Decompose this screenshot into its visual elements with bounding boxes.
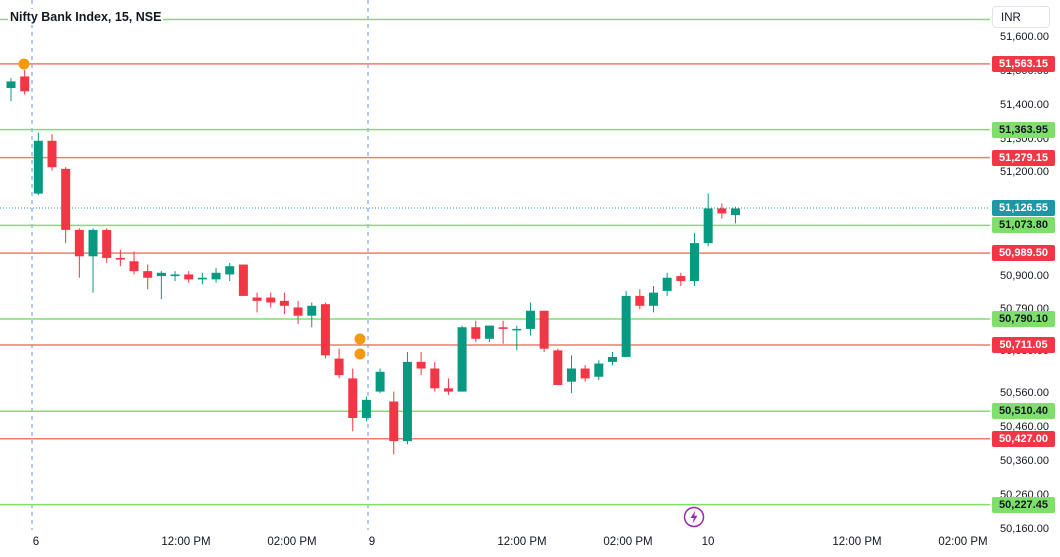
candle-body xyxy=(731,208,741,216)
price-tick: 50,560.00 xyxy=(1000,387,1049,399)
candle-body xyxy=(717,208,727,214)
candle-body xyxy=(457,327,467,392)
chart-title: Nifty Bank Index, 15, NSE xyxy=(8,9,164,25)
candle-body xyxy=(539,310,549,349)
candle-body xyxy=(88,229,98,257)
resistance-price-label: 50,989.50 xyxy=(992,245,1055,262)
time-tick: 9 xyxy=(368,536,376,548)
time-tick: 02:00 PM xyxy=(603,536,653,548)
time-tick: 10 xyxy=(701,536,715,548)
support-price-label: 51,073.80 xyxy=(992,217,1055,234)
candle-body xyxy=(402,361,412,442)
candle-body xyxy=(690,243,699,282)
lightning-icon[interactable] xyxy=(683,506,705,528)
candle-body xyxy=(621,295,631,357)
price-tick: 50,900.00 xyxy=(1000,270,1049,282)
candle-body xyxy=(74,229,84,257)
candle-body xyxy=(566,368,576,382)
candle-body xyxy=(430,368,440,389)
candle-body xyxy=(471,327,481,339)
candle-body xyxy=(594,363,604,377)
candle-body xyxy=(279,300,289,306)
candle-body xyxy=(648,292,658,306)
candle-body xyxy=(170,274,180,277)
candle-body xyxy=(375,371,385,392)
candle-body xyxy=(553,350,563,385)
resistance-price-label: 50,427.00 xyxy=(992,430,1055,447)
candle-body xyxy=(184,274,194,280)
support-price-label: 50,510.40 xyxy=(992,403,1055,420)
candle-body xyxy=(197,277,207,280)
candle-body xyxy=(211,272,221,280)
candle-body xyxy=(293,307,303,316)
price-tick: 50,360.00 xyxy=(1000,455,1049,467)
support-price-label: 50,227.45 xyxy=(992,496,1055,513)
candle-body xyxy=(525,310,535,329)
candle-body xyxy=(320,304,330,356)
price-tick: 51,400.00 xyxy=(1000,99,1049,111)
candle-body xyxy=(33,140,43,194)
time-tick: 02:00 PM xyxy=(938,536,988,548)
current-price-label: 51,126.55 xyxy=(992,199,1055,216)
chart-pane[interactable] xyxy=(0,0,990,530)
candle-body xyxy=(580,368,590,379)
candle-body xyxy=(143,271,153,278)
event-marker xyxy=(354,348,366,360)
candlestick-chart[interactable] xyxy=(0,0,990,530)
support-price-label: 50,790.10 xyxy=(992,310,1055,327)
candle-body xyxy=(156,272,166,277)
candle-body xyxy=(225,266,235,275)
candle-body xyxy=(102,229,112,258)
price-tick: 51,200.00 xyxy=(1000,166,1049,178)
candle-body xyxy=(129,261,139,272)
candle-body xyxy=(607,356,617,362)
candle-body xyxy=(484,325,494,339)
price-tick: 51,600.00 xyxy=(1000,31,1049,43)
price-tick: 50,460.00 xyxy=(1000,421,1049,433)
candle-body xyxy=(20,76,30,92)
candle-body xyxy=(361,399,371,418)
support-price-label: 51,363.95 xyxy=(992,121,1055,138)
candle-body xyxy=(635,295,645,306)
candle-body xyxy=(334,358,344,376)
candle-body xyxy=(307,305,317,316)
candle-body xyxy=(676,276,686,282)
time-tick: 6 xyxy=(32,536,40,548)
time-tick: 02:00 PM xyxy=(267,536,317,548)
candle-body xyxy=(512,328,522,331)
candle-body xyxy=(348,378,358,418)
time-tick: 12:00 PM xyxy=(832,536,882,548)
resistance-price-label: 50,711.05 xyxy=(992,337,1055,354)
candle-body xyxy=(238,264,248,296)
candle-body xyxy=(443,388,453,392)
candle-body xyxy=(115,257,125,260)
resistance-price-label: 51,279.15 xyxy=(992,149,1055,166)
candle-body xyxy=(47,140,57,168)
event-marker xyxy=(354,333,366,345)
currency-button[interactable]: INR xyxy=(992,6,1050,28)
candle-body xyxy=(252,297,262,301)
candle-body xyxy=(266,297,276,303)
candle-body xyxy=(389,401,399,442)
time-tick: 12:00 PM xyxy=(497,536,547,548)
candle-body xyxy=(61,168,71,230)
time-tick: 12:00 PM xyxy=(161,536,211,548)
candle-body xyxy=(6,81,16,88)
candle-body xyxy=(498,327,508,329)
event-marker xyxy=(18,58,30,70)
resistance-price-label: 51,563.15 xyxy=(992,55,1055,72)
candle-body xyxy=(703,208,713,244)
candle-body xyxy=(662,277,672,291)
candle-body xyxy=(416,361,426,369)
price-tick: 50,160.00 xyxy=(1000,523,1049,535)
